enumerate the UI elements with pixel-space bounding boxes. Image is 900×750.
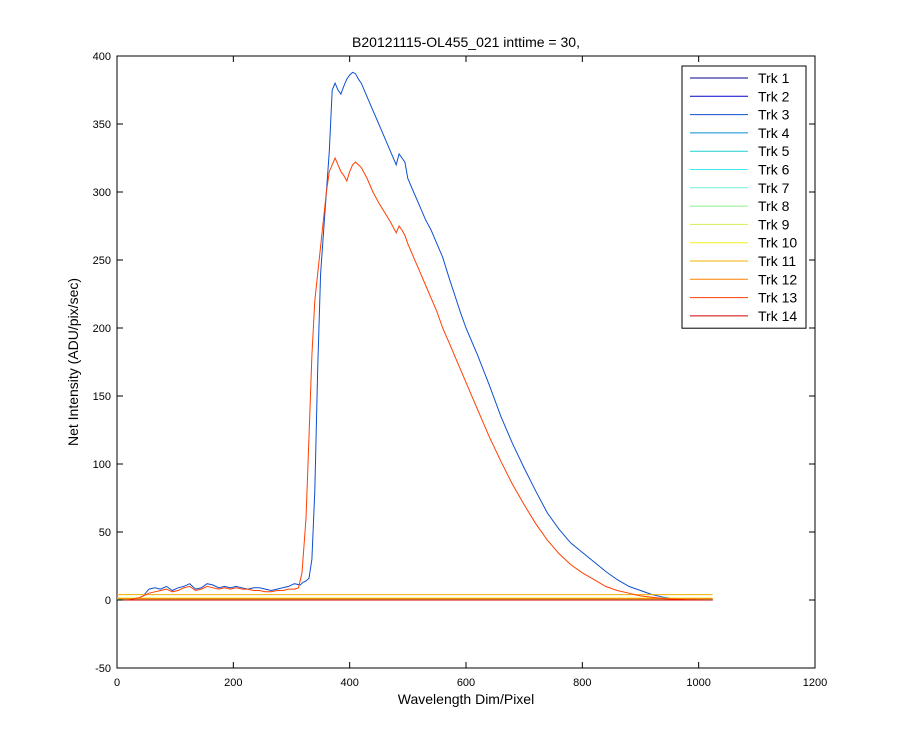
legend-label: Trk 8 bbox=[758, 198, 790, 214]
legend-label: Trk 10 bbox=[758, 235, 797, 251]
x-tick-label: 1200 bbox=[803, 677, 827, 689]
x-tick-label: 1000 bbox=[686, 677, 710, 689]
x-tick-label: 800 bbox=[573, 677, 591, 689]
y-tick-label: 50 bbox=[99, 527, 111, 539]
y-tick-label: -50 bbox=[95, 663, 111, 675]
axis-ticks: 0 200 400 600 800 1000 1200-500501001502002503… bbox=[93, 51, 828, 689]
x-tick-label: 600 bbox=[457, 677, 475, 689]
x-axis-title: Wavelength Dim/Pixel bbox=[398, 691, 534, 707]
y-tick-label: 300 bbox=[93, 187, 111, 199]
legend-label: Trk 9 bbox=[758, 216, 790, 232]
legend-label: Trk 2 bbox=[758, 88, 790, 104]
x-tick-label: 400 bbox=[340, 677, 358, 689]
legend-label: Trk 3 bbox=[758, 107, 790, 123]
y-axis-title: Net Intensity (ADU/pix/sec) bbox=[65, 278, 81, 446]
legend-label: Trk 11 bbox=[758, 253, 796, 269]
x-tick-label: 200 bbox=[224, 677, 242, 689]
series-line-3 bbox=[117, 71, 713, 601]
x-tick-label: 0 bbox=[114, 677, 120, 689]
y-tick-label: 200 bbox=[93, 323, 111, 335]
legend-label: Trk 12 bbox=[758, 271, 797, 287]
y-tick-label: 150 bbox=[93, 391, 111, 403]
series-line-13 bbox=[117, 156, 713, 601]
y-tick-label: 100 bbox=[93, 459, 111, 471]
legend: Trk 1 Trk 2 Trk 3 Trk 4 Trk 5 Trk 6 Trk 7 Trk 8… bbox=[681, 65, 807, 329]
legend-label: Trk 6 bbox=[758, 162, 790, 178]
legend-label: Trk 5 bbox=[758, 143, 790, 159]
series-layer bbox=[117, 71, 713, 601]
legend-label: Trk 4 bbox=[758, 125, 790, 141]
legend-label: Trk 7 bbox=[758, 180, 790, 196]
y-tick-label: 250 bbox=[93, 255, 111, 267]
legend-label: Trk 1 bbox=[758, 70, 790, 86]
chart-title: B20121115-OL455_021 inttime = 30, bbox=[352, 34, 580, 50]
legend-label: Trk 13 bbox=[758, 290, 797, 306]
legend-box bbox=[681, 65, 807, 329]
y-tick-label: 0 bbox=[105, 595, 111, 607]
legend-label: Trk 14 bbox=[758, 308, 797, 324]
y-tick-label: 350 bbox=[93, 119, 111, 131]
y-tick-label: 400 bbox=[93, 51, 111, 63]
